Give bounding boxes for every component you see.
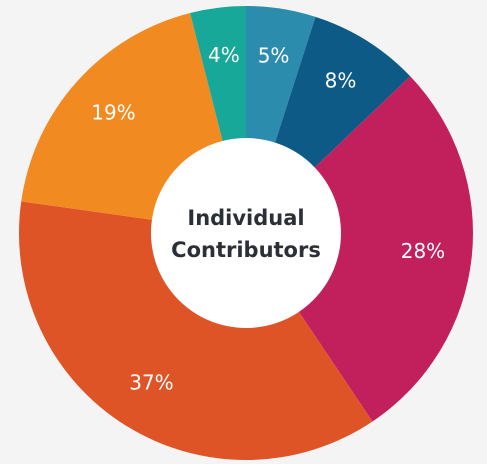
slice bbox=[246, 76, 473, 422]
data-label: 5% bbox=[258, 44, 290, 68]
donut-hole bbox=[151, 138, 341, 328]
center-label: Contributors bbox=[171, 238, 321, 262]
data-label: 19% bbox=[91, 101, 135, 125]
data-label: 4% bbox=[208, 43, 240, 67]
center-label: Individual bbox=[187, 206, 304, 230]
data-label: 8% bbox=[325, 69, 357, 93]
data-label: 28% bbox=[401, 239, 445, 263]
slice bbox=[19, 201, 373, 460]
data-label: 37% bbox=[129, 370, 173, 394]
